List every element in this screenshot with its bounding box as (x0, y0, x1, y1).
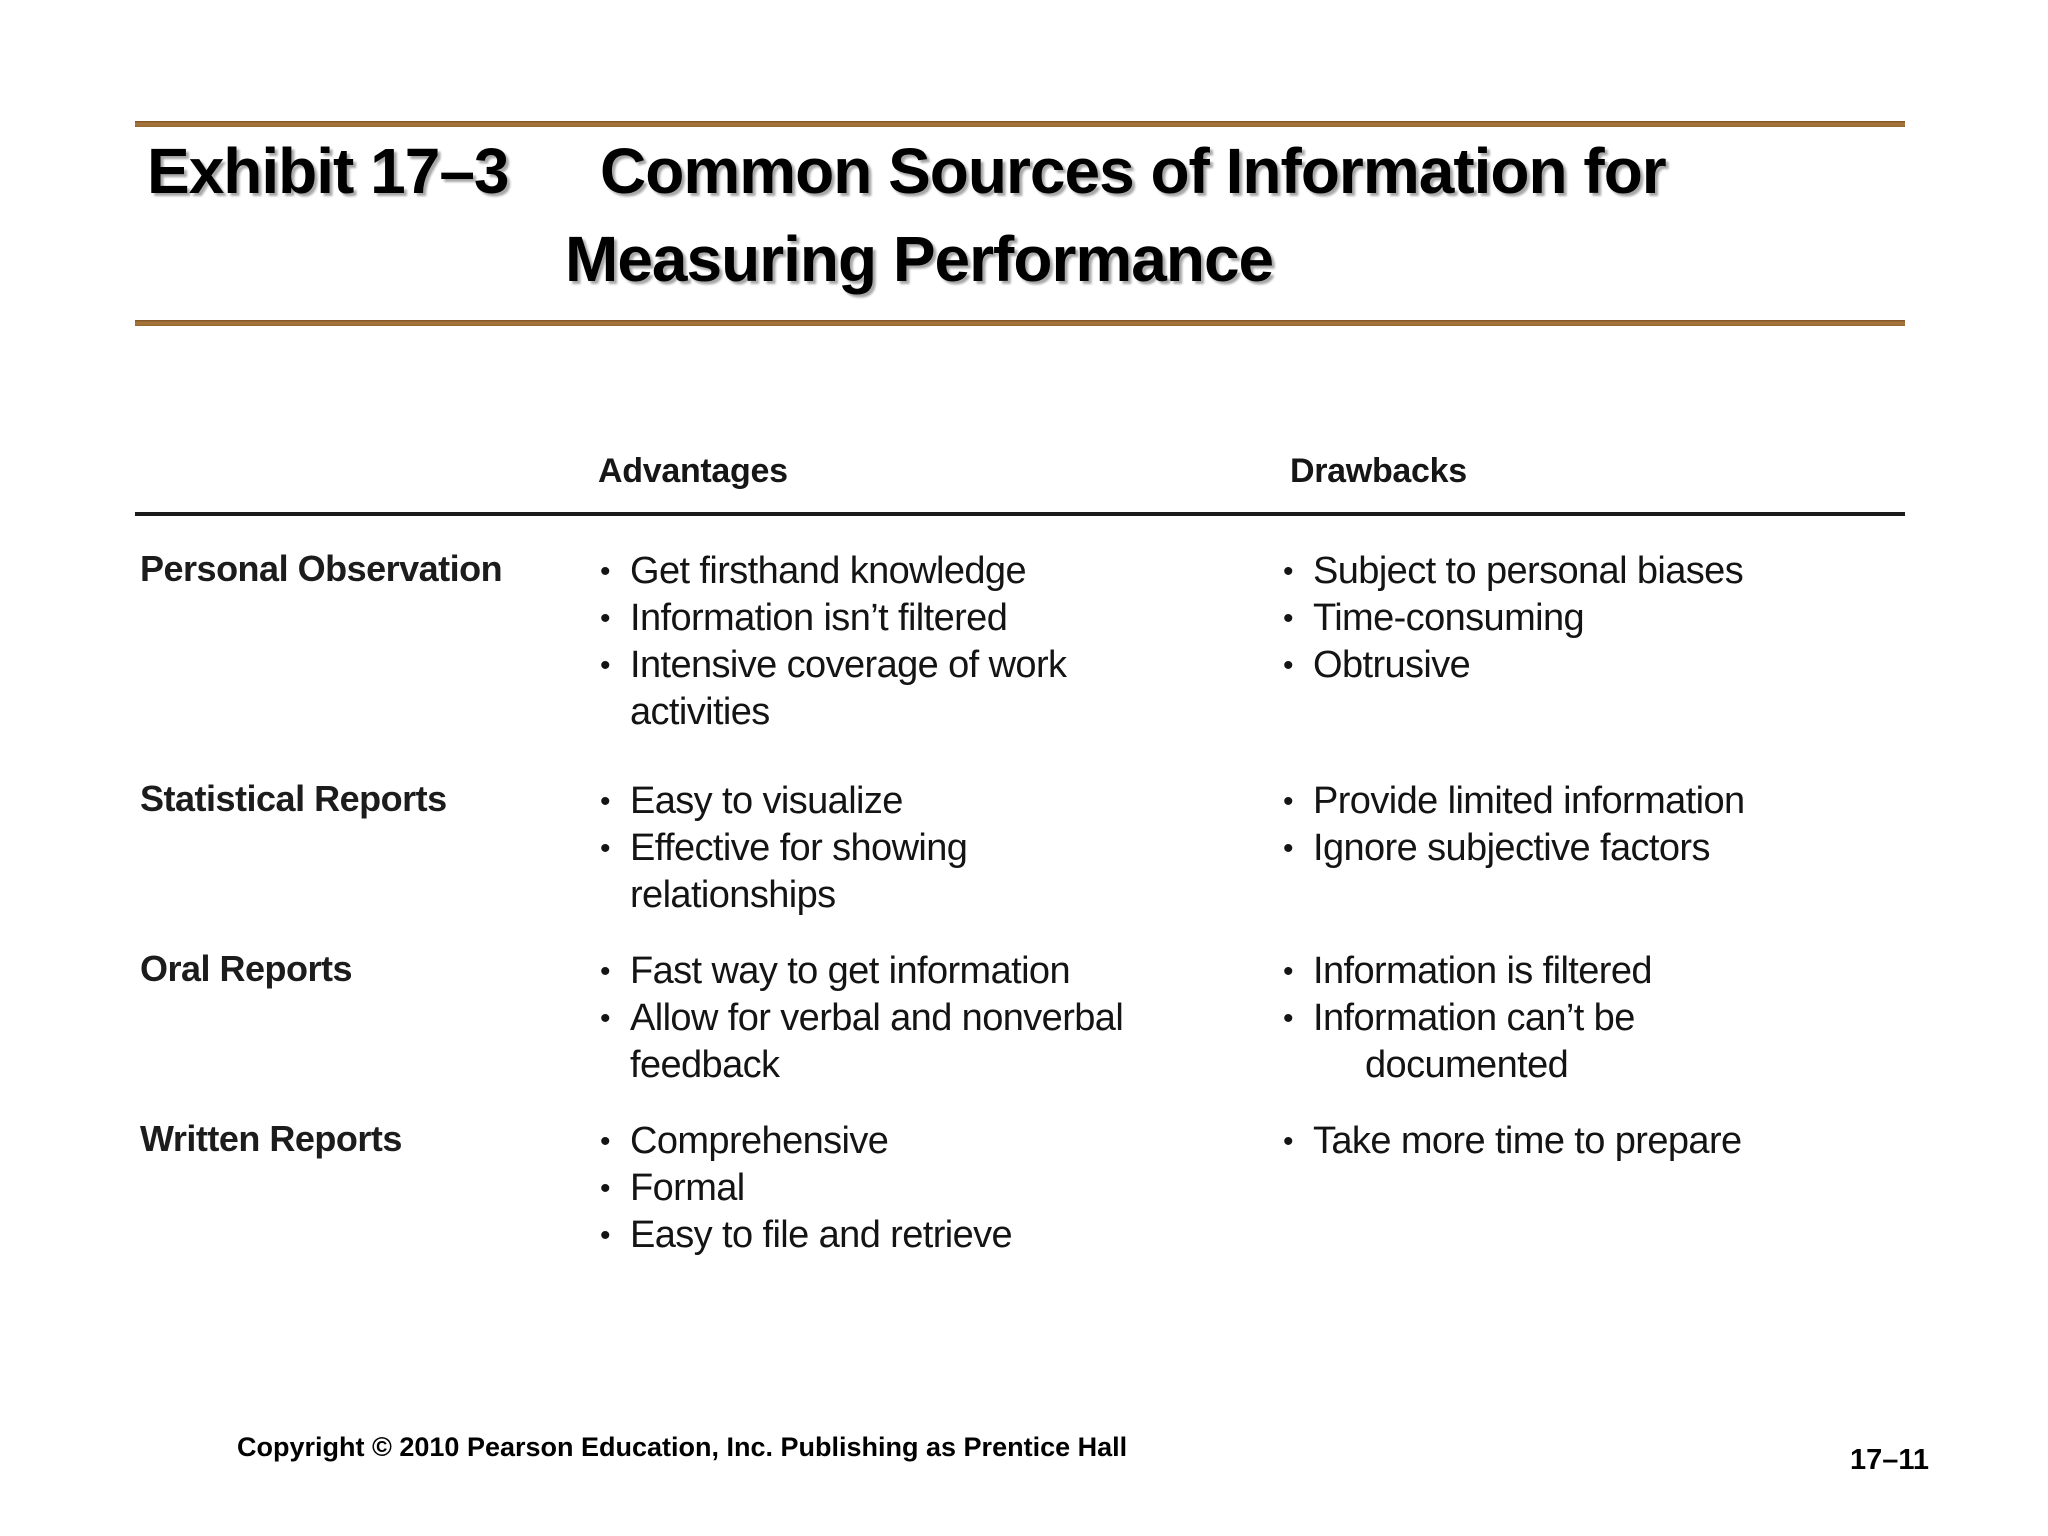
list-item-text: Easy to visualize (630, 780, 903, 822)
list-item-text: Information isn’t filtered (630, 597, 1008, 639)
table-header-rule (135, 512, 1905, 516)
copyright-notice: Copyright © 2010 Pearson Education, Inc.… (237, 1432, 1128, 1462)
drawbacks-cell-written-reports: • Take more time to prepare (1283, 1118, 1933, 1165)
drawbacks-cell-statistical-reports: • Provide limited information • Ignore sub… (1283, 778, 1933, 872)
list-item: • Easy to visualize (600, 778, 1270, 825)
drawbacks-cell-oral-reports: • Information is filtered • Information ca… (1283, 948, 1933, 1089)
bullet-icon: • (600, 785, 611, 818)
list-item: • Allow for verbal and nonverbal (600, 995, 1270, 1042)
list-item-text: Formal (630, 1167, 745, 1209)
list-item-text: Comprehensive (630, 1120, 889, 1162)
bullet-icon: • (600, 1002, 611, 1035)
list-item-text: Obtrusive (1313, 644, 1471, 686)
list-item: • Subject to personal biases (1283, 548, 1933, 595)
bullet-icon: • (1283, 602, 1294, 635)
list-item: • Easy to file and retrieve (600, 1212, 1270, 1259)
list-item: • Effective for showing (600, 825, 1270, 872)
list-item-text: Effective for showing (630, 827, 968, 869)
list-item: • Ignore subjective factors (1283, 825, 1933, 872)
list-item-text: Provide limited information (1313, 780, 1745, 822)
row-label-personal-observation: Personal Observation (140, 548, 503, 589)
bullet-icon: • (600, 555, 611, 588)
bullet-icon: • (1283, 1125, 1294, 1158)
list-item-text: Easy to file and retrieve (630, 1214, 1013, 1256)
list-item-text: Get firsthand knowledge (630, 550, 1027, 592)
list-item-continuation: feedback (600, 1042, 1270, 1089)
bullet-icon: • (600, 832, 611, 865)
list-item: • Information is filtered (1283, 948, 1933, 995)
list-item-text: Information is filtered (1313, 950, 1653, 992)
column-header-drawbacks: Drawbacks (1290, 452, 1467, 490)
bullet-icon: • (1283, 1002, 1294, 1035)
list-item-text: Time-consuming (1313, 597, 1585, 639)
row-label-statistical-reports: Statistical Reports (140, 778, 447, 819)
list-item-text: Subject to personal biases (1313, 550, 1744, 592)
list-item: • Take more time to prepare (1283, 1118, 1933, 1165)
advantages-cell-written-reports: • Comprehensive • Formal • Easy to file and… (600, 1118, 1270, 1259)
drawbacks-cell-personal-observation: • Subject to personal biases • Time-consum… (1283, 548, 1933, 689)
list-item: • Obtrusive (1283, 642, 1933, 689)
list-item-text: feedback (630, 1044, 780, 1086)
page-title-line1: Common Sources of Information for (600, 135, 1667, 207)
bullet-icon: • (600, 649, 611, 682)
bullet-icon: • (600, 1125, 611, 1158)
list-item: • Get firsthand knowledge (600, 548, 1270, 595)
list-item: • Comprehensive (600, 1118, 1270, 1165)
column-header-advantages: Advantages (598, 452, 788, 490)
list-item-text: relationships (630, 874, 836, 916)
list-item-text: Fast way to get information (630, 950, 1071, 992)
page-number: 17–11 (1850, 1444, 1930, 1476)
list-item-continuation: relationships (600, 872, 1270, 919)
advantages-cell-statistical-reports: • Easy to visualize • Effective for showin… (600, 778, 1270, 919)
list-item: • Information isn’t filtered (600, 595, 1270, 642)
list-item-text: Allow for verbal and nonverbal (630, 997, 1124, 1039)
bullet-icon: • (1283, 785, 1294, 818)
bullet-icon: • (1283, 832, 1294, 865)
list-item: • Time-consuming (1283, 595, 1933, 642)
list-item-text: Take more time to prepare (1313, 1120, 1742, 1162)
list-item-continuation: activities (600, 689, 1270, 736)
exhibit-number-label: Exhibit 17–3 (147, 135, 509, 207)
list-item-text: Ignore subjective factors (1313, 827, 1710, 869)
list-item: • Formal (600, 1165, 1270, 1212)
title-divider-rule (135, 320, 1905, 326)
list-item-text: documented (1365, 1044, 1569, 1086)
bullet-icon: • (600, 955, 611, 988)
page-title-line2: Measuring Performance (565, 223, 1274, 295)
advantages-cell-oral-reports: • Fast way to get information • Allow for … (600, 948, 1270, 1089)
row-label-written-reports: Written Reports (140, 1118, 402, 1159)
row-label-oral-reports: Oral Reports (140, 948, 353, 989)
bullet-icon: • (600, 1219, 611, 1252)
list-item-text: Information can’t be (1313, 997, 1635, 1039)
advantages-cell-personal-observation: • Get firsthand knowledge • Information is… (600, 548, 1270, 736)
list-item: • Information can’t be (1283, 995, 1933, 1042)
bullet-icon: • (600, 602, 611, 635)
bullet-icon: • (1283, 649, 1294, 682)
list-item: • Provide limited information (1283, 778, 1933, 825)
list-item-continuation: documented (1283, 1042, 1933, 1089)
list-item: • Fast way to get information (600, 948, 1270, 995)
bullet-icon: • (1283, 555, 1294, 588)
top-divider-rule (135, 121, 1905, 127)
list-item-text: activities (630, 691, 770, 733)
list-item-text: Intensive coverage of work (630, 644, 1067, 686)
list-item: • Intensive coverage of work (600, 642, 1270, 689)
bullet-icon: • (600, 1172, 611, 1205)
bullet-icon: • (1283, 955, 1294, 988)
